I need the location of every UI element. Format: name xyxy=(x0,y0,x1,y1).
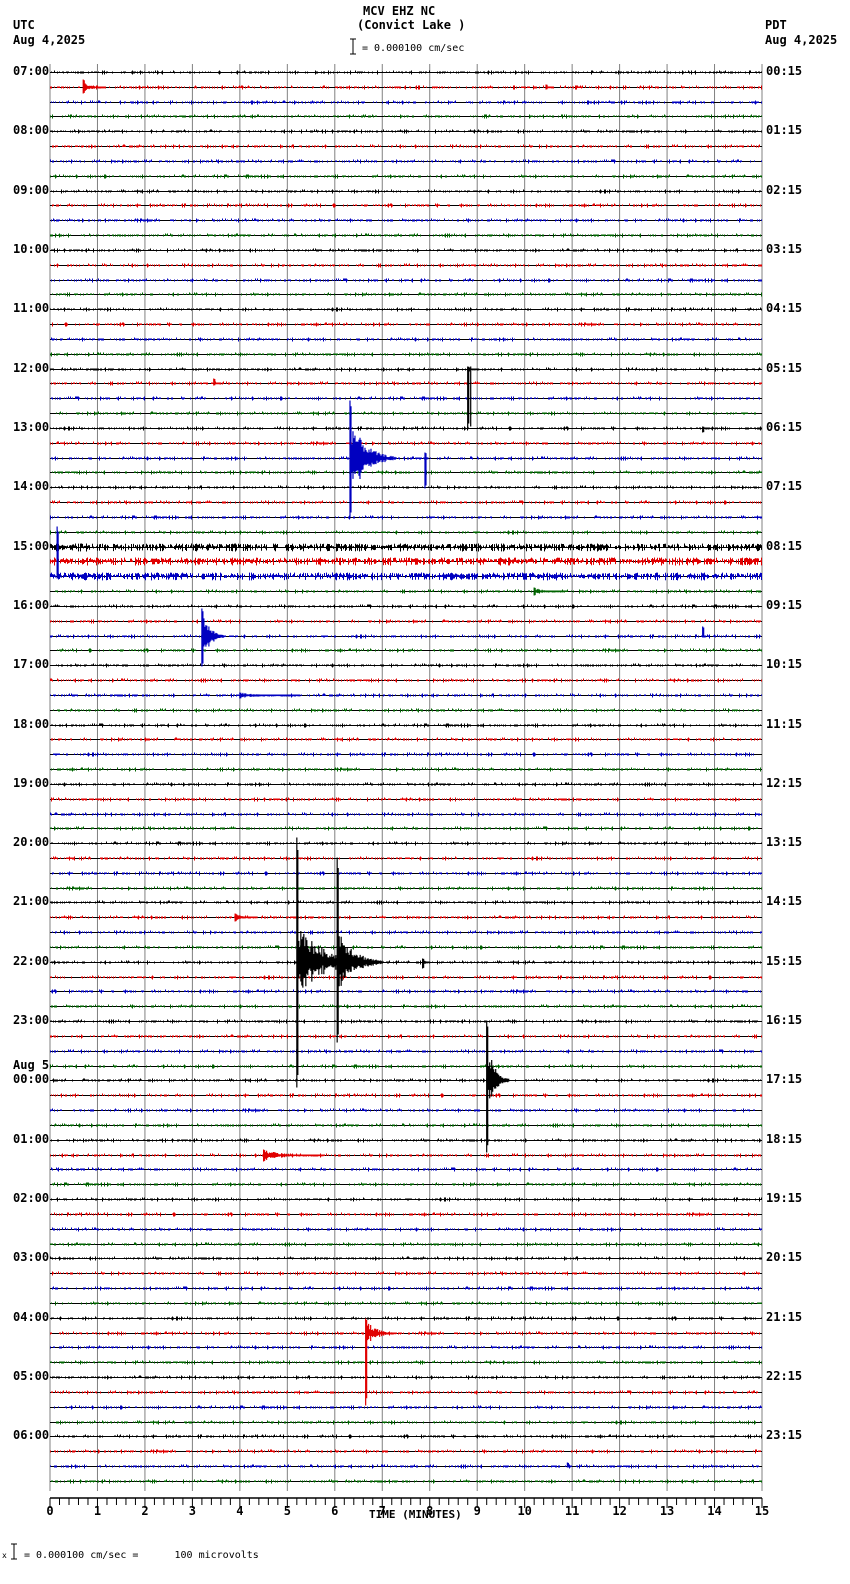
utc-hour-label: 00:00 xyxy=(13,1072,50,1086)
pdt-hour-label: 08:15 xyxy=(766,539,803,553)
pdt-hour-label: 22:15 xyxy=(766,1369,803,1383)
utc-hour-label: 23:00 xyxy=(13,1013,50,1027)
utc-hour-label: 10:00 xyxy=(13,242,50,256)
utc-hour-label: 19:00 xyxy=(13,776,50,790)
left-timezone: UTC xyxy=(13,18,35,32)
pdt-hour-label: 18:15 xyxy=(766,1132,803,1146)
svg-text:0: 0 xyxy=(46,1504,53,1518)
pdt-hour-label: 05:15 xyxy=(766,361,803,375)
utc-hour-label: 11:00 xyxy=(13,301,50,315)
svg-text:12: 12 xyxy=(612,1504,626,1518)
scale-label: = 0.000100 cm/sec xyxy=(362,43,465,54)
svg-text:9: 9 xyxy=(474,1504,481,1518)
pdt-hour-label: 20:15 xyxy=(766,1250,803,1264)
footer-marker: x xyxy=(2,1551,7,1560)
utc-hour-label: 17:00 xyxy=(13,657,50,671)
utc-hour-label: 15:00 xyxy=(13,539,50,553)
utc-hour-label: 08:00 xyxy=(13,123,50,137)
right-timezone: PDT xyxy=(765,18,787,32)
utc-hour-label: 16:00 xyxy=(13,598,50,612)
svg-text:5: 5 xyxy=(284,1504,291,1518)
utc-hour-label: 02:00 xyxy=(13,1191,50,1205)
pdt-hour-label: 06:15 xyxy=(766,420,803,434)
svg-text:11: 11 xyxy=(565,1504,579,1518)
date-change-label: Aug 5 xyxy=(13,1058,50,1072)
utc-hour-label: 03:00 xyxy=(13,1250,50,1264)
svg-text:8: 8 xyxy=(426,1504,433,1518)
pdt-hour-label: 17:15 xyxy=(766,1072,803,1086)
utc-hour-label: 04:00 xyxy=(13,1310,50,1324)
station-title: MCV EHZ NC xyxy=(363,4,436,18)
station-location: (Convict Lake ) xyxy=(357,18,466,32)
utc-hour-label: 12:00 xyxy=(13,361,50,375)
svg-text:2: 2 xyxy=(141,1504,148,1518)
svg-text:10: 10 xyxy=(517,1504,531,1518)
pdt-hour-label: 21:15 xyxy=(766,1310,803,1324)
pdt-hour-label: 01:15 xyxy=(766,123,803,137)
utc-hour-label: 05:00 xyxy=(13,1369,50,1383)
svg-text:1: 1 xyxy=(94,1504,101,1518)
svg-text:7: 7 xyxy=(379,1504,386,1518)
utc-hour-label: 13:00 xyxy=(13,420,50,434)
utc-hour-label: 21:00 xyxy=(13,894,50,908)
pdt-hour-label: 15:15 xyxy=(766,954,803,968)
pdt-hour-label: 23:15 xyxy=(766,1428,803,1442)
svg-text:15: 15 xyxy=(755,1504,769,1518)
pdt-hour-label: 19:15 xyxy=(766,1191,803,1205)
scale-bar-icon xyxy=(350,38,356,55)
footer-scale-bar-icon xyxy=(11,1543,17,1560)
pdt-hour-label: 11:15 xyxy=(766,717,803,731)
utc-hour-label: 22:00 xyxy=(13,954,50,968)
utc-hour-label: 01:00 xyxy=(13,1132,50,1146)
pdt-hour-label: 16:15 xyxy=(766,1013,803,1027)
right-date: Aug 4,2025 xyxy=(765,33,838,47)
pdt-hour-label: 12:15 xyxy=(766,776,803,790)
pdt-hour-label: 07:15 xyxy=(766,479,803,493)
pdt-hour-label: 10:15 xyxy=(766,657,803,671)
x-axis-label: TIME (MINUTES) xyxy=(369,1508,462,1521)
utc-hour-label: 07:00 xyxy=(13,64,50,78)
svg-text:13: 13 xyxy=(660,1504,674,1518)
svg-text:3: 3 xyxy=(189,1504,196,1518)
utc-hour-label: 14:00 xyxy=(13,479,50,493)
pdt-hour-label: 09:15 xyxy=(766,598,803,612)
utc-hour-label: 06:00 xyxy=(13,1428,50,1442)
pdt-hour-label: 13:15 xyxy=(766,835,803,849)
pdt-hour-label: 02:15 xyxy=(766,183,803,197)
footer-scale-note: = 0.000100 cm/sec = 100 microvolts xyxy=(24,1550,259,1561)
utc-hour-label: 20:00 xyxy=(13,835,50,849)
svg-text:14: 14 xyxy=(707,1504,721,1518)
utc-hour-label: 18:00 xyxy=(13,717,50,731)
left-date: Aug 4,2025 xyxy=(13,33,86,47)
pdt-hour-label: 00:15 xyxy=(766,64,803,78)
pdt-hour-label: 14:15 xyxy=(766,894,803,908)
utc-hour-label: 09:00 xyxy=(13,183,50,197)
svg-text:4: 4 xyxy=(236,1504,243,1518)
pdt-hour-label: 04:15 xyxy=(766,301,803,315)
pdt-hour-label: 03:15 xyxy=(766,242,803,256)
svg-text:6: 6 xyxy=(331,1504,338,1518)
